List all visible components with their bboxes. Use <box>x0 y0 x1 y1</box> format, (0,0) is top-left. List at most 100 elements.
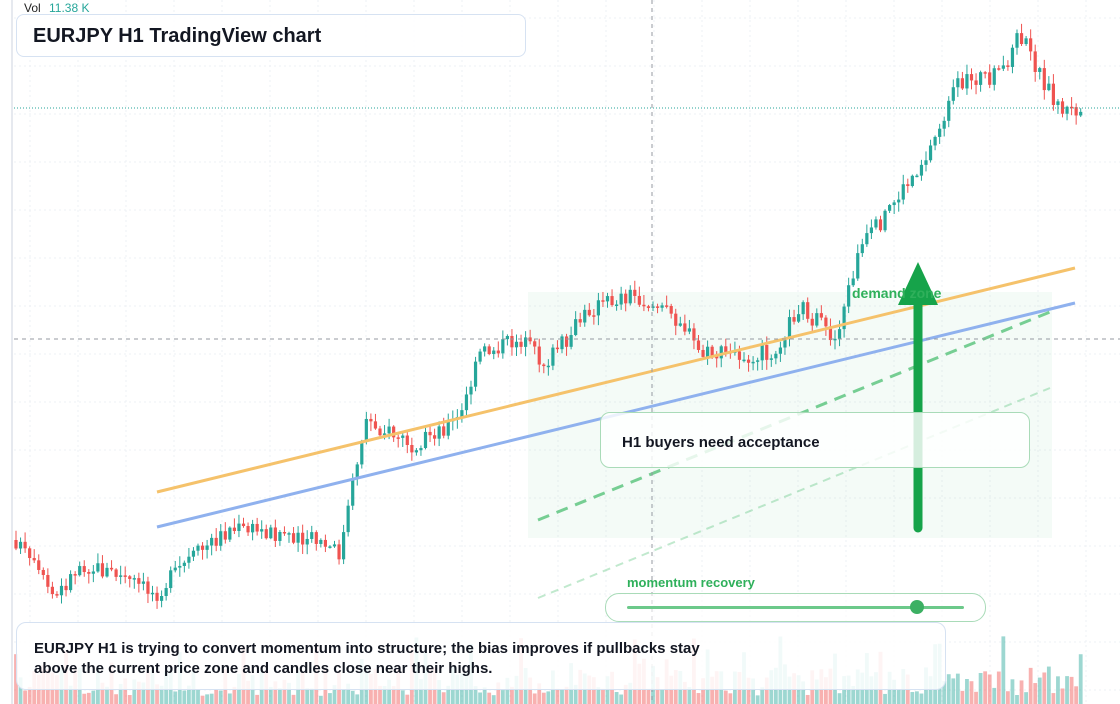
volume-bar <box>701 678 705 704</box>
candle-body <box>296 532 300 543</box>
volume-bar <box>883 693 887 704</box>
candle-body <box>69 574 73 591</box>
candle-body <box>760 344 764 361</box>
candle-body <box>792 317 796 322</box>
candle-body <box>146 581 150 594</box>
volume-bar <box>419 679 423 704</box>
candle-body <box>137 578 141 584</box>
volume-bar <box>209 693 214 704</box>
candle-body <box>592 315 596 317</box>
candle-body <box>574 319 578 336</box>
candle-body <box>938 128 942 137</box>
volume-bar <box>473 686 478 704</box>
volume-bar <box>118 683 123 704</box>
momentum-slider[interactable] <box>605 593 986 622</box>
volume-bar <box>751 678 755 704</box>
candle-body <box>624 293 628 304</box>
volume-bar <box>100 682 105 704</box>
candle-body <box>851 278 855 286</box>
candle-body <box>637 295 641 305</box>
volume-bar <box>1065 676 1069 704</box>
candles <box>14 23 1083 609</box>
candle-body <box>28 548 32 559</box>
volume-bar <box>350 690 355 704</box>
momentum-knob[interactable] <box>909 600 924 614</box>
volume-bar <box>23 690 27 704</box>
candle-body <box>14 540 18 549</box>
candle-body <box>319 539 323 544</box>
volume-bar <box>441 692 446 704</box>
candle-body <box>32 558 36 561</box>
candle-body <box>915 175 919 178</box>
candle-body <box>237 523 241 532</box>
volume-bar <box>1006 691 1010 704</box>
candle-body <box>979 72 983 85</box>
volume-bar <box>1056 676 1060 704</box>
candle-body <box>96 563 100 572</box>
volume-bar <box>801 681 806 704</box>
candle-body <box>105 567 109 577</box>
candle-body <box>837 329 842 339</box>
candle-body <box>824 317 828 327</box>
candle-body <box>200 545 205 550</box>
candle-body <box>410 445 414 453</box>
candle-body <box>1019 33 1024 45</box>
candle-body <box>765 344 769 360</box>
volume-bar <box>268 686 273 704</box>
volume-value: 11.38 K <box>49 1 90 15</box>
volume-bar <box>983 671 988 704</box>
candle-body <box>255 523 259 532</box>
volume-bar <box>969 681 974 704</box>
candle-body <box>537 346 541 365</box>
candle-body <box>328 546 332 548</box>
volume-bar <box>278 688 282 704</box>
volume-bar <box>869 676 874 704</box>
candle-body <box>332 544 337 547</box>
candle-body <box>428 431 432 436</box>
volume-bar <box>614 692 619 704</box>
candle-body <box>960 78 964 89</box>
volume-bar <box>227 693 232 704</box>
volume-bar <box>510 686 514 704</box>
chart-title: EURJPY H1 TradingView chart <box>33 25 322 47</box>
momentum-label: momentum recovery <box>627 575 755 590</box>
candle-body <box>655 306 660 308</box>
volume-bar <box>478 692 482 704</box>
candle-body <box>883 210 887 231</box>
volume-bar <box>528 677 533 704</box>
candle-body <box>692 328 696 341</box>
volume-bar <box>391 686 396 704</box>
candle-body <box>119 575 123 577</box>
volume-bar <box>205 694 209 704</box>
candle-body <box>533 341 537 347</box>
candle-body <box>665 305 669 307</box>
candle-body <box>701 349 705 357</box>
candle-body <box>41 569 45 575</box>
candle-body <box>969 74 974 81</box>
volume-bar <box>560 689 564 704</box>
candle-body <box>496 350 500 354</box>
candle-body <box>819 313 823 318</box>
candle-body <box>150 592 155 595</box>
candle-body <box>1010 47 1015 67</box>
note-callout[interactable]: H1 buyers need acceptance <box>600 412 1030 468</box>
volume-bar <box>341 689 346 704</box>
volume-bar <box>405 694 410 704</box>
volume-bar <box>1060 688 1065 704</box>
candle-body <box>223 531 227 540</box>
candle-body <box>128 576 132 579</box>
volume-bar <box>619 694 624 704</box>
candle-body <box>601 300 605 302</box>
candle-body <box>437 426 441 439</box>
volume-bar <box>328 693 332 704</box>
candle-body <box>405 435 409 446</box>
volume-bar <box>842 676 846 704</box>
candle-body <box>596 300 600 316</box>
volume-label: Vol <box>24 1 41 15</box>
candle-body <box>246 526 250 533</box>
candle-body <box>797 314 801 322</box>
candle-body <box>419 448 423 451</box>
candle-body <box>1006 65 1010 67</box>
candle-body <box>287 533 291 535</box>
candle-body <box>769 358 773 360</box>
